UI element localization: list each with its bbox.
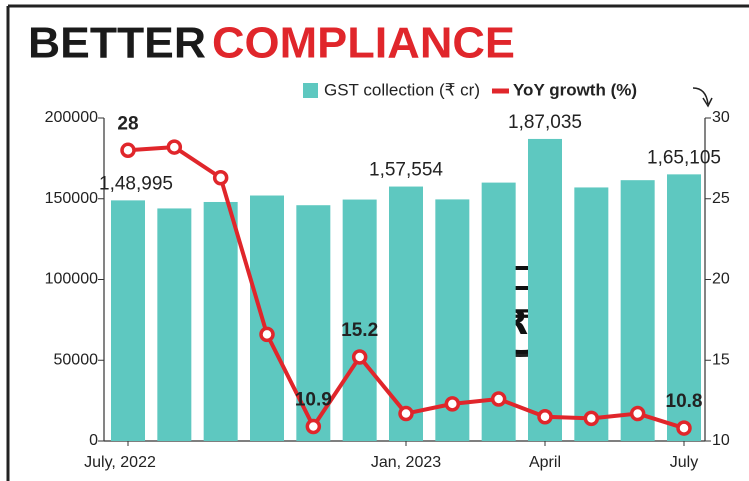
bar xyxy=(574,187,609,441)
bar xyxy=(389,186,423,441)
legend-label: GST collection (₹ cr) xyxy=(324,80,480,99)
growth-point xyxy=(676,420,692,436)
growth-point xyxy=(351,349,368,365)
line-value-label: 10.9 xyxy=(295,389,332,410)
y2-tick-label: 10 xyxy=(712,432,730,449)
bar-value-label: 1,57,554 xyxy=(369,160,443,181)
bar xyxy=(203,201,238,441)
growth-point xyxy=(398,405,414,422)
y2-tick-label: 15 xyxy=(712,351,730,368)
y-tick-label: 50000 xyxy=(54,351,99,368)
bar xyxy=(528,138,562,441)
bar-value-label: 1,48,995 xyxy=(99,173,173,194)
title-part: COMPLIANCE xyxy=(212,19,515,68)
y-tick-label: 150000 xyxy=(45,190,98,207)
bar-value-label: 1,65,105 xyxy=(647,147,721,168)
x-tick-label: Jan, 2023 xyxy=(371,454,441,471)
bar xyxy=(111,200,145,441)
x-tick-label: April xyxy=(529,454,561,471)
y2-tick-label: 30 xyxy=(712,109,730,126)
growth-point xyxy=(305,418,322,435)
growth-point xyxy=(444,396,461,412)
growth-point xyxy=(490,391,507,407)
line-value-label: 28 xyxy=(117,113,138,134)
bar xyxy=(620,180,655,442)
bar xyxy=(157,208,192,441)
y-tick-label: 0 xyxy=(89,432,98,449)
growth-point xyxy=(166,139,183,155)
growth-point xyxy=(583,410,600,427)
bar xyxy=(250,195,284,441)
legend-arrow xyxy=(692,87,709,105)
x-tick-label: July, 2022 xyxy=(84,454,156,471)
legend-swatch xyxy=(303,83,318,98)
title-part: BETTER xyxy=(28,19,206,68)
growth-point xyxy=(537,409,553,425)
line-value-label: 15.2 xyxy=(341,320,378,341)
y-tick-label: 200000 xyxy=(45,109,98,126)
legend: GST collection (₹ cr) YoY growth (%) xyxy=(303,80,637,99)
y2-tick-label: 25 xyxy=(712,190,730,207)
legend-arrow-head xyxy=(702,97,713,108)
x-tick-label: July xyxy=(670,454,698,471)
y-tick-label: 100000 xyxy=(45,271,98,288)
bar xyxy=(667,174,701,442)
growth-point xyxy=(259,326,275,343)
bar xyxy=(342,199,377,441)
bar-value-label: 1,87,035 xyxy=(508,112,582,133)
y2-tick-label: 20 xyxy=(712,271,730,288)
growth-point xyxy=(212,170,229,186)
growth-point xyxy=(629,405,646,422)
growth-point xyxy=(120,142,136,159)
line-value-label: 10.8 xyxy=(666,391,703,412)
legend-label: YoY growth (%) xyxy=(513,80,637,99)
